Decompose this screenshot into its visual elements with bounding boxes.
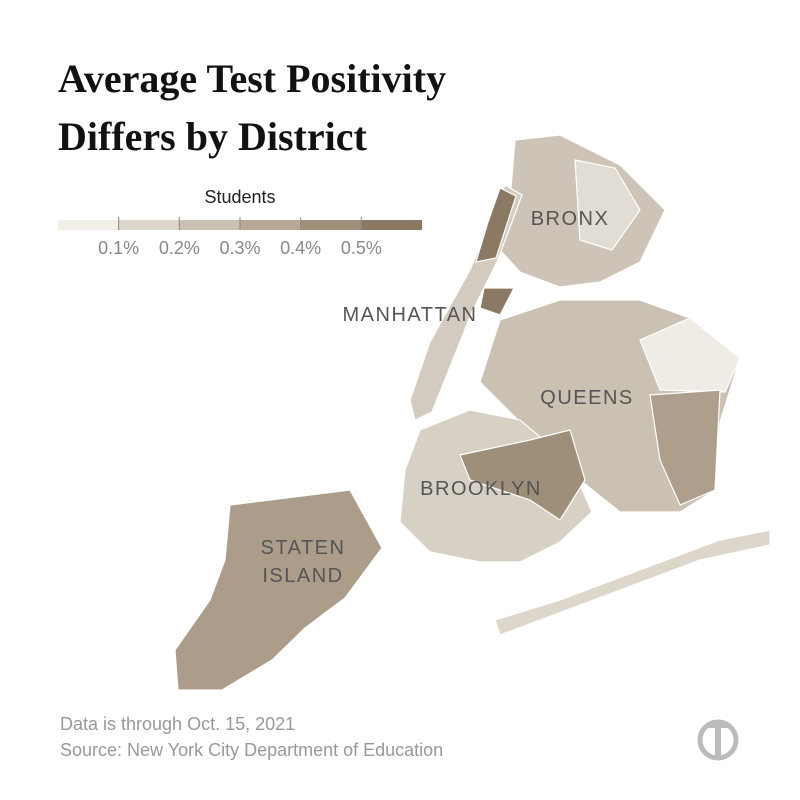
queens-east (639, 317, 741, 393)
borough-label: QUEENS (540, 387, 633, 409)
title-line: Average Test Positivity (58, 56, 446, 101)
legend: Students 0.1% 0.2% 0.3% 0.4% 0.5% (58, 187, 422, 258)
legend-swatch (179, 220, 240, 230)
logo (697, 719, 739, 761)
manhattan-district-2 (479, 287, 515, 316)
bronx-district (574, 159, 641, 251)
borough-label: BROOKLYN (420, 478, 542, 500)
map (174, 134, 771, 691)
legend-tick-label: 0.4% (280, 238, 321, 258)
legend-tick-label: 0.3% (219, 238, 260, 258)
rockaway (494, 529, 771, 636)
legend-swatch (240, 220, 301, 230)
legend-tick-label: 0.1% (98, 238, 139, 258)
borough-label: STATEN (261, 537, 346, 559)
borough-label: BRONX (531, 208, 610, 230)
legend-swatch (118, 220, 180, 230)
queens-south (649, 389, 721, 506)
data-note: Data is through Oct. 15, 2021 (60, 714, 295, 734)
legend-tick-label: 0.2% (159, 238, 200, 258)
title-line: Differs by District (58, 114, 367, 159)
borough-label: ISLAND (262, 565, 343, 587)
legend-title: Students (204, 187, 275, 207)
borough-label: MANHATTAN (343, 304, 478, 326)
legend-tick-label: 0.5% (341, 238, 382, 258)
manhattan-district (475, 187, 517, 263)
source: Source: New York City Department of Educ… (60, 740, 443, 760)
brooklyn-district (459, 429, 586, 521)
legend-swatch (300, 220, 362, 230)
legend-swatch (58, 220, 119, 230)
staten-island (174, 489, 383, 691)
legend-swatch (361, 220, 422, 230)
